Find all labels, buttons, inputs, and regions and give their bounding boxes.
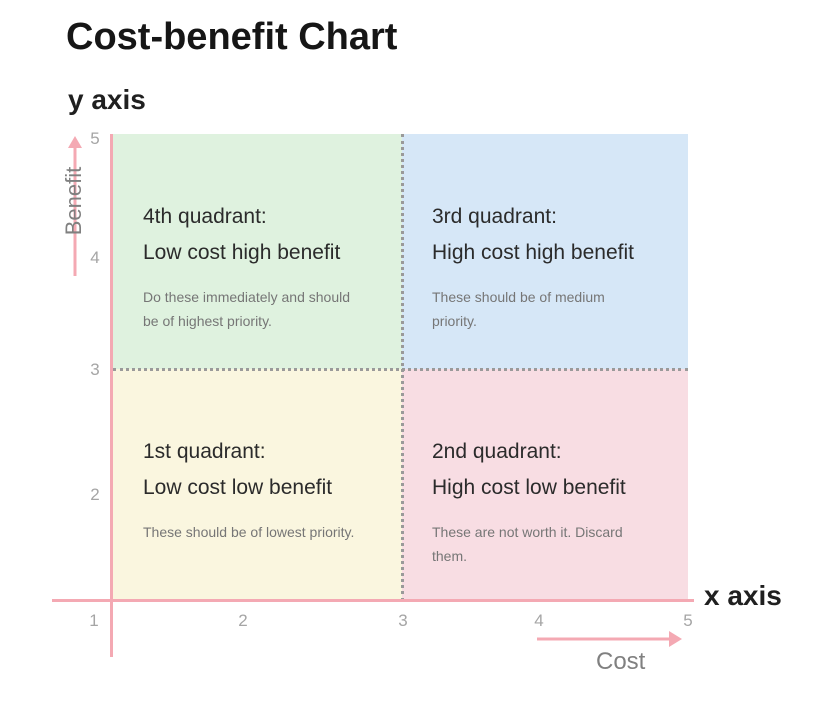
y-axis-line [110,134,113,657]
quadrant-2-description: These are not worth it. Discard them. [432,524,623,564]
quadrant-4-subheading: Low cost high benefit [143,241,341,264]
horizontal-divider [113,368,688,371]
cost-arrow-icon [537,631,682,647]
quadrant-1-subheading: Low cost low benefit [143,476,333,499]
quadrant-1: 1st quadrant: Low cost low benefit These… [113,369,402,601]
x-tick-1: 1 [89,611,99,630]
quadrant-4: 4th quadrant: Low cost high benefit Do t… [113,134,402,369]
quadrant-3: 3rd quadrant: High cost high benefit The… [402,134,688,369]
x-tick-3: 3 [398,611,408,630]
x-tick-4: 4 [534,611,544,630]
vertical-divider [401,134,404,601]
quadrant-2-heading: 2nd quadrant: [432,440,562,463]
x-axis-label: Cost [596,648,646,675]
quadrant-1-heading: 1st quadrant: [143,440,266,463]
y-tick-2: 2 [90,485,100,504]
quadrant-4-heading: 4th quadrant: [143,205,267,228]
y-tick-3: 3 [90,360,100,379]
quadrant-2: 2nd quadrant: High cost low benefit Thes… [402,369,688,601]
y-tick-4: 4 [90,248,100,267]
quadrant-1-description: These should be of lowest priority. [143,524,355,540]
y-axis-title: y axis [68,84,146,115]
y-axis-label: Benefit [61,166,86,236]
quadrant-2-subheading: High cost low benefit [432,476,626,499]
x-tick-5: 5 [683,611,693,630]
x-axis-title: x axis [704,580,782,611]
quadrant-3-subheading: High cost high benefit [432,241,634,264]
y-tick-5: 5 [90,129,100,148]
quadrant-3-heading: 3rd quadrant: [432,205,557,228]
benefit-arrow-icon [68,136,82,276]
x-axis-line [52,599,694,602]
chart-title: Cost-benefit Chart [66,16,398,58]
quadrant-4-description: Do these immediately and should be of hi… [143,289,351,329]
quadrant-3-description: These should be of medium priority. [432,289,605,329]
x-tick-2: 2 [238,611,248,630]
